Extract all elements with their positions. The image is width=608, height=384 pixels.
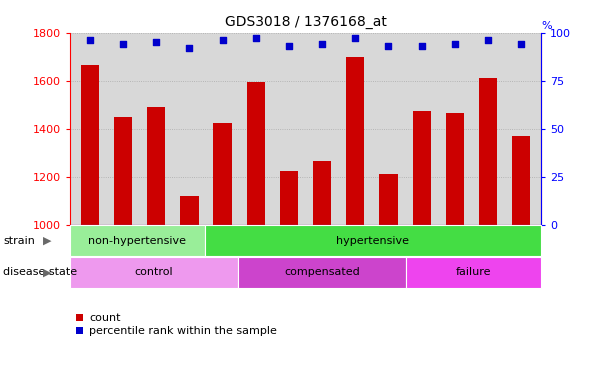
Text: compensated: compensated	[285, 267, 360, 277]
Bar	[512, 136, 530, 225]
Bar	[313, 161, 331, 225]
Bar	[147, 107, 165, 225]
Bar	[379, 174, 398, 225]
Text: hypertensive: hypertensive	[336, 236, 409, 246]
Text: count: count	[89, 313, 121, 323]
Point	[516, 41, 526, 47]
Bar	[346, 57, 364, 225]
Point	[350, 35, 360, 41]
Text: percentile rank within the sample: percentile rank within the sample	[89, 326, 277, 336]
Title: GDS3018 / 1376168_at: GDS3018 / 1376168_at	[224, 15, 387, 29]
Bar	[446, 113, 464, 225]
Point	[284, 43, 294, 49]
Bar	[479, 78, 497, 225]
Point	[384, 43, 393, 49]
Text: ▶: ▶	[43, 267, 51, 277]
Point	[118, 41, 128, 47]
Text: %: %	[541, 21, 551, 31]
Bar	[280, 170, 298, 225]
Bar	[413, 111, 431, 225]
Bar	[247, 82, 265, 225]
Text: failure: failure	[456, 267, 491, 277]
Text: ▶: ▶	[43, 236, 51, 246]
Bar	[81, 65, 99, 225]
Point	[184, 45, 194, 51]
Point	[251, 35, 261, 41]
Point	[218, 37, 227, 43]
Bar	[213, 122, 232, 225]
Text: strain: strain	[3, 236, 35, 246]
Point	[450, 41, 460, 47]
Point	[85, 37, 95, 43]
Point	[317, 41, 327, 47]
Text: disease state: disease state	[3, 267, 77, 277]
Bar	[180, 196, 198, 225]
Text: control: control	[135, 267, 173, 277]
Point	[417, 43, 427, 49]
Bar	[114, 117, 132, 225]
Point	[151, 39, 161, 45]
Point	[483, 37, 493, 43]
Text: non-hypertensive: non-hypertensive	[88, 236, 186, 246]
